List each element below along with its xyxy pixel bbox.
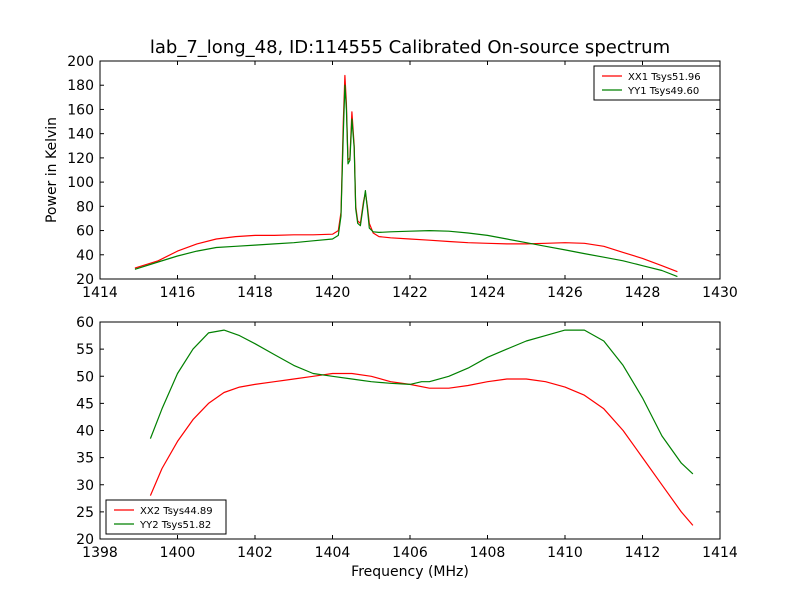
x-tick-label: 1412 xyxy=(625,545,661,561)
x-axis-label: Frequency (MHz) xyxy=(351,564,469,580)
y-tick-label: 200 xyxy=(67,54,94,70)
chart-title: lab_7_long_48, ID:114555 Calibrated On-s… xyxy=(150,37,670,58)
y-tick-label: 160 xyxy=(67,102,94,118)
x-tick-label: 1430 xyxy=(702,285,738,301)
legend-entry-label: YY1 Tsys49.60 xyxy=(627,86,699,97)
x-tick-label: 1400 xyxy=(160,545,196,561)
x-tick-label: 1422 xyxy=(392,285,428,301)
legend: XX1 Tsys51.96 YY1 Tsys49.60 xyxy=(593,65,721,101)
y-tick-label: 40 xyxy=(76,424,94,440)
legend-box xyxy=(593,65,721,101)
x-tick-label: 1420 xyxy=(315,285,351,301)
y-tick-label: 180 xyxy=(67,78,94,94)
y-tick-label: 45 xyxy=(76,396,94,412)
y-axis-label: Power in Kelvin xyxy=(44,117,60,223)
y-tick-label: 60 xyxy=(76,224,94,240)
x-tick-label: 1418 xyxy=(237,285,273,301)
y-tick-label: 20 xyxy=(76,532,94,548)
y-tick-label: 25 xyxy=(76,505,94,521)
legend-entry-label: YY2 Tsys51.82 xyxy=(139,520,211,531)
y-tick-label: 30 xyxy=(76,478,94,494)
legend: XX2 Tsys44.89 YY2 Tsys51.82 xyxy=(105,499,227,535)
y-tick-label: 20 xyxy=(76,272,94,288)
y-tick-label: 35 xyxy=(76,451,94,467)
x-tick-label: 1428 xyxy=(625,285,661,301)
y-tick-label: 40 xyxy=(76,248,94,264)
x-tick-label: 1402 xyxy=(237,545,273,561)
y-tick-label: 140 xyxy=(67,127,94,143)
legend-box xyxy=(105,499,227,535)
top-spectrum-chart: 1414 1416 1418 1420 1422 1424 1426 1428 1430 20 40… xyxy=(44,37,738,301)
y-tick-label: 55 xyxy=(76,342,94,358)
x-tick-label: 1416 xyxy=(160,285,196,301)
x-tick-label: 1410 xyxy=(547,545,583,561)
y-tick-label: 100 xyxy=(67,175,94,191)
x-tick-label: 1398 xyxy=(82,545,118,561)
y-tick-label: 60 xyxy=(76,315,94,331)
x-tick-label: 1414 xyxy=(702,545,738,561)
legend-entry-label: XX1 Tsys51.96 xyxy=(628,72,701,83)
y-tick-label: 80 xyxy=(76,199,94,215)
series-line-yy2 xyxy=(149,329,694,475)
x-tick-label: 1406 xyxy=(392,545,428,561)
series-line-xx2 xyxy=(149,372,694,526)
x-tick-label: 1404 xyxy=(315,545,351,561)
legend-entry-label: XX2 Tsys44.89 xyxy=(140,506,213,517)
bottom-spectrum-chart: 1398 1400 1402 1404 1406 1408 1410 1412 1414 20 25… xyxy=(76,315,738,580)
x-tick-label: 1414 xyxy=(82,285,118,301)
x-tick-label: 1408 xyxy=(470,545,506,561)
series-line-xx1 xyxy=(134,74,678,273)
y-tick-label: 120 xyxy=(67,151,94,167)
x-tick-label: 1426 xyxy=(547,285,583,301)
y-tick-label: 50 xyxy=(76,369,94,385)
series-line-yy1 xyxy=(134,84,678,278)
x-tick-label: 1424 xyxy=(470,285,506,301)
